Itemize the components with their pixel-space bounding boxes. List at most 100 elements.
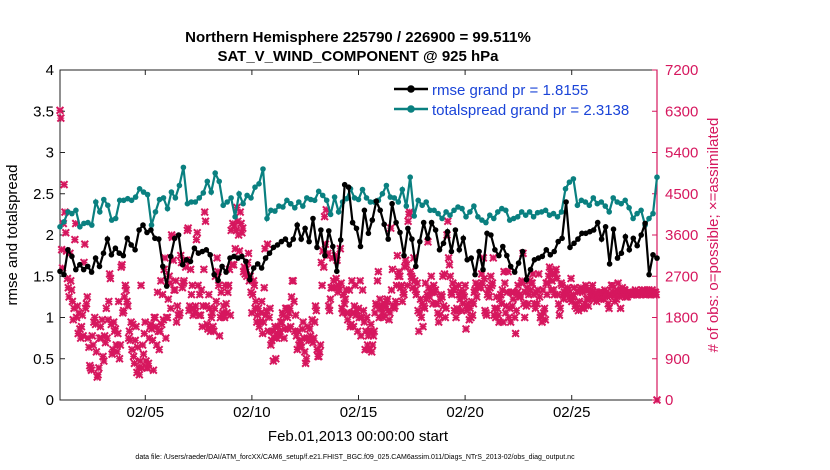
rmse-point bbox=[405, 225, 411, 232]
obs-marker bbox=[122, 285, 131, 295]
obs-marker bbox=[393, 251, 402, 260]
obs-marker bbox=[61, 228, 70, 237]
obs-marker bbox=[184, 224, 193, 233]
spread-point bbox=[471, 203, 477, 209]
obs-marker bbox=[399, 290, 409, 299]
spread-point bbox=[423, 199, 430, 205]
rmse-point bbox=[310, 215, 316, 222]
obs-marker bbox=[104, 297, 113, 306]
rmse-point bbox=[559, 235, 565, 242]
rmse-point bbox=[515, 260, 522, 266]
spread-point bbox=[212, 170, 218, 176]
spread-point bbox=[391, 195, 398, 201]
spread-point bbox=[367, 199, 374, 205]
obs-marker bbox=[437, 292, 447, 301]
obs-marker bbox=[555, 311, 564, 320]
spread-point bbox=[618, 200, 624, 207]
obs-marker bbox=[489, 253, 498, 263]
rmse-point bbox=[456, 247, 463, 253]
rmse-point bbox=[223, 269, 229, 275]
spread-point bbox=[463, 214, 469, 220]
rmse-point bbox=[448, 248, 455, 255]
spread-point bbox=[204, 178, 211, 185]
spread-point bbox=[292, 205, 298, 211]
rmse-point bbox=[650, 252, 656, 258]
obs-marker bbox=[496, 290, 505, 299]
rmse-point bbox=[511, 269, 518, 275]
spread-point bbox=[105, 202, 111, 209]
rmse-point bbox=[646, 271, 652, 278]
obs-marker bbox=[300, 347, 309, 356]
obs-marker bbox=[217, 288, 226, 297]
obs-marker bbox=[88, 340, 98, 350]
spread-point bbox=[331, 194, 338, 200]
obs-marker bbox=[443, 217, 452, 226]
obs-marker bbox=[144, 359, 153, 368]
obs-marker bbox=[482, 311, 491, 320]
obs-marker bbox=[135, 370, 144, 379]
legend-rmse-marker bbox=[407, 85, 415, 93]
obs-marker bbox=[552, 265, 561, 274]
obs-marker bbox=[291, 311, 300, 320]
obs-marker bbox=[271, 354, 280, 363]
rmse-point bbox=[373, 198, 380, 204]
rmse-point bbox=[330, 243, 336, 250]
rmse-point bbox=[606, 261, 613, 267]
obs-marker bbox=[123, 301, 132, 311]
rmse-point bbox=[523, 276, 530, 283]
rmse-point bbox=[156, 236, 162, 242]
rmse-point bbox=[397, 229, 403, 236]
spread-point bbox=[327, 211, 334, 218]
spread-point bbox=[97, 209, 103, 215]
obs-marker bbox=[66, 276, 75, 285]
rmse-point bbox=[179, 261, 186, 268]
rmse-point bbox=[314, 244, 320, 251]
obs-marker bbox=[113, 329, 122, 338]
right-tick-label: 0 bbox=[665, 392, 673, 409]
spread-point bbox=[300, 203, 306, 209]
rmse-point bbox=[618, 250, 625, 256]
obs-marker bbox=[171, 276, 180, 285]
obs-marker bbox=[310, 317, 319, 327]
rmse-point bbox=[476, 248, 482, 255]
rmse-point bbox=[207, 252, 213, 258]
rmse-point bbox=[551, 248, 557, 255]
rmse-point bbox=[622, 233, 629, 240]
obs-marker bbox=[200, 207, 209, 217]
obs-marker bbox=[191, 301, 200, 311]
rmse-point bbox=[243, 258, 249, 265]
spread-point bbox=[451, 207, 457, 214]
rmse-point bbox=[488, 232, 494, 238]
obs-marker bbox=[67, 285, 76, 295]
rmse-point bbox=[345, 184, 352, 190]
spread-point bbox=[57, 224, 63, 230]
rmse-point bbox=[96, 263, 103, 270]
obs-marker bbox=[445, 260, 454, 269]
rmse-point bbox=[555, 238, 561, 245]
rmse-point bbox=[322, 252, 328, 259]
spread-point bbox=[160, 195, 167, 201]
obs-marker bbox=[201, 217, 210, 226]
obs-marker bbox=[179, 276, 189, 285]
spread-point bbox=[403, 203, 410, 209]
spread-point bbox=[626, 205, 632, 211]
rmse-point bbox=[140, 222, 146, 228]
left-tick-label: 1.5 bbox=[33, 268, 54, 285]
rmse-point bbox=[353, 225, 360, 232]
rmse-point bbox=[401, 252, 407, 259]
rmse-point bbox=[365, 230, 372, 237]
right-tick-label: 7200 bbox=[665, 62, 698, 79]
obs-marker bbox=[186, 265, 195, 274]
left-tick-label: 4 bbox=[46, 62, 54, 79]
rmse-point bbox=[417, 238, 423, 245]
obs-marker bbox=[351, 281, 360, 290]
rmse-point bbox=[334, 268, 340, 275]
spread-point bbox=[439, 215, 445, 222]
right-tick-label: 5400 bbox=[665, 145, 698, 162]
left-tick-label: 1 bbox=[46, 310, 54, 327]
obs-marker bbox=[318, 281, 327, 290]
spread-point bbox=[407, 174, 414, 180]
rmse-point bbox=[254, 261, 261, 267]
obs-marker bbox=[608, 281, 617, 290]
rmse-point bbox=[80, 266, 87, 273]
